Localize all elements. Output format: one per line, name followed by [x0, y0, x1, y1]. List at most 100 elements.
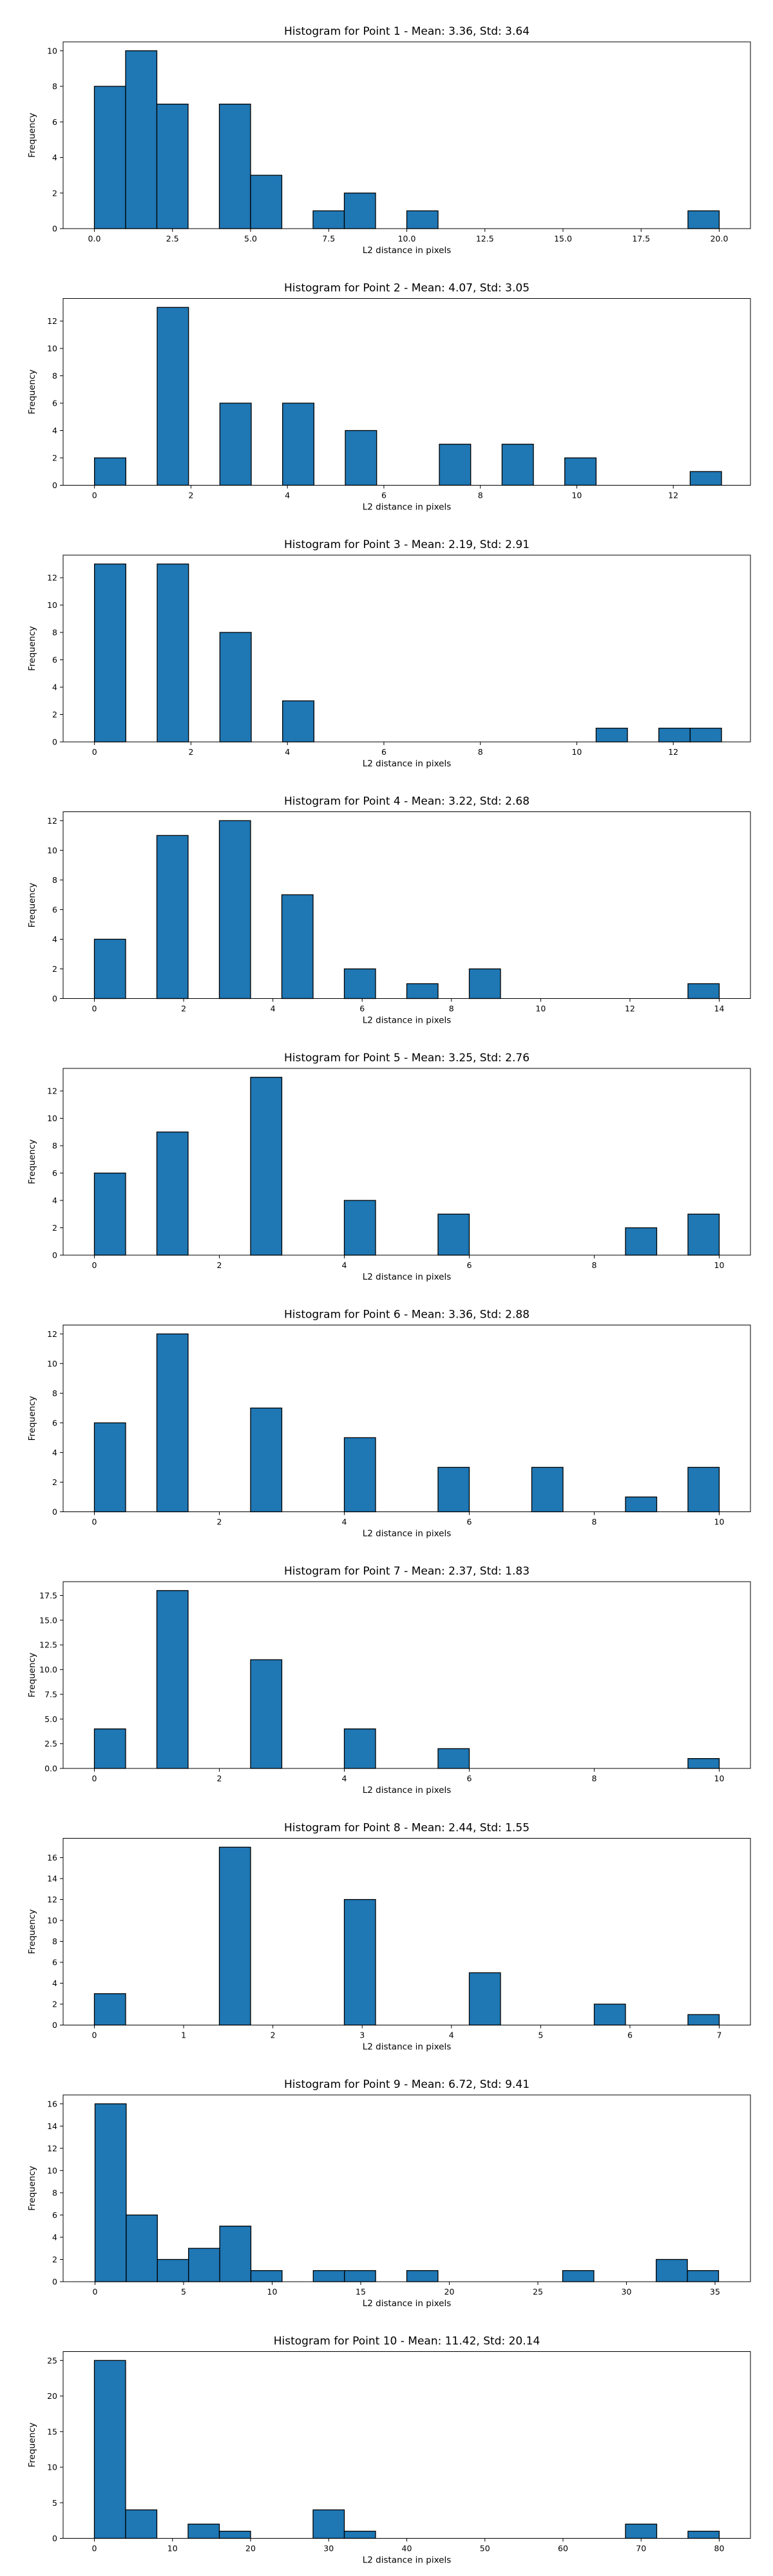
x-tick-label: 5 — [181, 2287, 186, 2297]
bars — [93, 820, 720, 999]
subplot-9: Histogram for Point 9 - Mean: 6.72, Std:… — [27, 2078, 751, 2309]
histogram-bar — [501, 444, 534, 486]
y-tick-label: 8 — [52, 2188, 57, 2197]
x-tick-label: 4 — [342, 1260, 347, 1270]
histogram-bar — [344, 2270, 376, 2282]
y-tick-label: 6 — [52, 117, 57, 127]
y-tick-label: 6 — [52, 655, 57, 665]
histogram-bar — [564, 457, 597, 486]
histogram-bar — [218, 2530, 251, 2539]
histogram-bar — [94, 2103, 127, 2282]
y-tick-label: 6 — [52, 2210, 57, 2220]
histogram-bar — [187, 2523, 220, 2539]
subplot-7: Histogram for Point 7 - Mean: 2.37, Std:… — [27, 1565, 751, 1795]
histogram-bar — [595, 728, 628, 743]
x-tick-label: 2 — [188, 491, 193, 500]
x-tick-label: 0 — [92, 491, 97, 500]
histogram-bar — [312, 210, 345, 229]
y-tick-label: 0 — [52, 737, 57, 747]
y-axis-label: Frequency — [27, 883, 37, 928]
y-tick-label: 10 — [47, 46, 57, 55]
x-tick-label: 10 — [535, 1004, 546, 1014]
x-axis-label: L2 distance in pixels — [363, 2042, 451, 2052]
histogram-bar — [687, 1466, 720, 1513]
y-tick-label: 12 — [47, 816, 57, 826]
y-tick-label: 12 — [47, 2143, 57, 2153]
y-tick-label: 2 — [52, 453, 57, 463]
y-tick-label: 6 — [52, 905, 57, 914]
y-tick-label: 12 — [47, 1086, 57, 1096]
histogram-bar — [343, 2530, 376, 2539]
x-tick-label: 7.5 — [322, 234, 335, 243]
histogram-bar — [93, 1728, 126, 1769]
y-tick-label: 16 — [47, 2099, 57, 2108]
histogram-bar — [656, 2259, 688, 2282]
x-axis-label: L2 distance in pixels — [363, 1785, 451, 1795]
subplot-2: Histogram for Point 2 - Mean: 4.07, Std:… — [27, 282, 751, 513]
y-tick-label: 10 — [47, 1916, 57, 1926]
histogram-bar — [562, 2270, 595, 2282]
histogram-bar — [312, 2509, 345, 2539]
histogram-bar — [593, 2003, 626, 2026]
x-tick-label: 20 — [444, 2287, 455, 2297]
histogram-bar — [93, 86, 126, 229]
x-tick-label: 15.0 — [554, 234, 572, 243]
x-tick-label: 20 — [245, 2544, 256, 2553]
y-tick-label: 0 — [52, 480, 57, 490]
x-tick-label: 2 — [217, 1774, 222, 1783]
x-tick-label: 0 — [92, 1517, 97, 1527]
histogram-bar — [156, 835, 189, 999]
histogram-bar — [343, 1200, 376, 1256]
axes-frame — [62, 1068, 751, 1256]
histogram-bar — [687, 210, 720, 229]
bars — [93, 50, 720, 229]
y-tick-label: 10 — [47, 344, 57, 354]
y-tick-label: 2 — [52, 2000, 57, 2009]
x-tick-label: 4 — [449, 2031, 454, 2040]
y-tick-label: 6 — [52, 399, 57, 408]
x-tick-label: 10.0 — [398, 234, 416, 243]
chart-title: Histogram for Point 10 - Mean: 11.42, St… — [274, 2335, 540, 2348]
histogram-bar — [437, 1213, 470, 1256]
chart-title: Histogram for Point 6 - Mean: 3.36, Std:… — [284, 1309, 530, 1321]
x-tick-label: 8 — [592, 1774, 597, 1783]
histogram-bar — [93, 1172, 126, 1256]
x-tick-label: 12 — [668, 747, 678, 757]
y-tick-label: 14 — [47, 2121, 57, 2131]
x-tick-label: 40 — [402, 2544, 412, 2553]
y-tick-label: 0 — [52, 1251, 57, 1260]
x-tick-label: 30 — [622, 2287, 632, 2297]
x-tick-label: 17.5 — [632, 234, 650, 243]
x-tick-label: 12 — [668, 491, 678, 500]
histogram-bar — [93, 1993, 126, 2026]
histogram-bar — [157, 307, 189, 486]
y-tick-label: 12.5 — [39, 1640, 57, 1650]
y-tick-label: 2.5 — [44, 1739, 57, 1748]
histogram-bar — [687, 1758, 720, 1769]
chart-title: Histogram for Point 4 - Mean: 3.22, Std:… — [284, 795, 530, 808]
y-tick-label: 8 — [52, 82, 57, 91]
y-tick-label: 12 — [47, 316, 57, 326]
x-tick-label: 8 — [478, 491, 483, 500]
y-axis-label: Frequency — [27, 626, 37, 671]
axes-frame — [62, 2094, 751, 2282]
y-tick-label: 12 — [47, 573, 57, 583]
y-tick-label: 2 — [52, 1223, 57, 1233]
x-tick-label: 12.5 — [476, 234, 494, 243]
x-tick-label: 4 — [285, 747, 290, 757]
x-tick-label: 0.0 — [88, 234, 101, 243]
y-tick-label: 10.0 — [39, 1665, 57, 1674]
y-tick-label: 14 — [47, 1874, 57, 1884]
x-tick-label: 7 — [717, 2031, 722, 2040]
chart-title: Histogram for Point 3 - Mean: 2.19, Std:… — [284, 538, 530, 551]
histogram-bar — [531, 1466, 564, 1513]
histogram-bar — [156, 1333, 189, 1513]
x-tick-label: 6 — [381, 491, 386, 500]
x-axis-label: L2 distance in pixels — [363, 1529, 451, 1539]
x-tick-label: 6 — [467, 1774, 472, 1783]
x-tick-label: 8 — [592, 1260, 597, 1270]
y-tick-label: 0 — [52, 224, 57, 234]
y-tick-label: 16 — [47, 1853, 57, 1862]
y-axis-label: Frequency — [27, 1139, 37, 1184]
y-tick-label: 5 — [52, 2498, 57, 2508]
